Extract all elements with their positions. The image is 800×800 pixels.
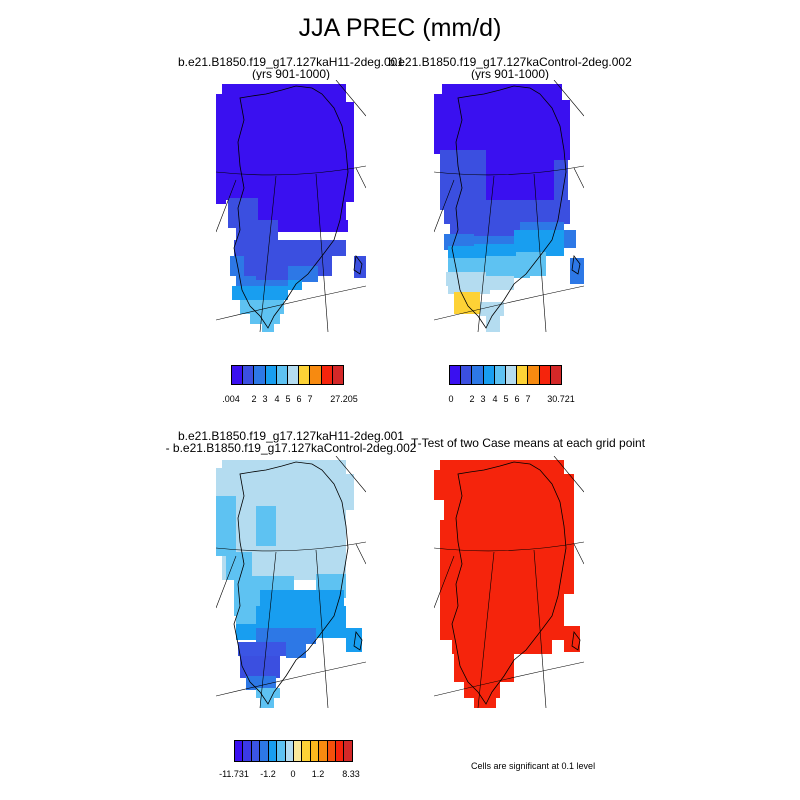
map-top-left xyxy=(216,80,366,332)
colorbar-swatch xyxy=(517,366,529,384)
map-top-right-svg xyxy=(434,80,584,332)
map-top-left-svg xyxy=(216,80,366,332)
graticule xyxy=(216,456,366,708)
colorbar-swatch xyxy=(483,366,495,384)
colorbar-swatch xyxy=(336,741,345,761)
coastline xyxy=(233,461,363,705)
panel-title-top-right-line1: b.e21.B1850.f19_g17.127kaControl-2deg.00… xyxy=(388,55,632,69)
colorbar-swatch xyxy=(310,741,320,761)
colorbar-top-left xyxy=(231,365,344,385)
coastline xyxy=(233,85,363,329)
panel-title-bottom-left: b.e21.B1850.f19_g17.127kaH11-2deg.001 - … xyxy=(141,430,441,454)
colorbar-label: 7 xyxy=(307,394,313,404)
colorbar-label: 4 xyxy=(492,394,498,404)
colorbar-swatch xyxy=(528,366,540,384)
colorbar-swatch xyxy=(285,741,294,761)
colorbar-swatch xyxy=(299,366,311,384)
map-bottom-right-svg xyxy=(434,456,584,708)
colorbar-swatch xyxy=(265,366,277,384)
coastline xyxy=(451,461,581,705)
panel-title-bottom-right: T-Test of two Case means at each grid po… xyxy=(378,437,678,449)
colorbar-swatch xyxy=(243,366,255,384)
colorbar-label: -1.2 xyxy=(260,769,276,779)
colorbar-top-right xyxy=(449,365,562,385)
diff-cells xyxy=(216,460,362,708)
colorbar-label: 0 xyxy=(290,769,296,779)
colorbar-label: 2 xyxy=(469,394,475,404)
colorbar-label: .004 xyxy=(222,394,240,404)
colorbar-swatch xyxy=(232,366,244,384)
colorbar-swatch xyxy=(288,366,300,384)
map-top-right xyxy=(434,80,584,332)
panel-title-top-left-line2: (yrs 901-1000) xyxy=(251,67,331,81)
colorbar-swatch xyxy=(327,741,337,761)
figure-title: JJA PREC (mm/d) xyxy=(298,14,502,42)
colorbar-label: 1.2 xyxy=(311,769,325,779)
colorbar-label: 6 xyxy=(296,394,302,404)
graticule xyxy=(216,80,366,332)
panel-title-top-left-line1: b.e21.B1850.f19_g17.127kaH11-2deg.001 xyxy=(178,55,404,69)
colorbar-swatch xyxy=(302,741,311,761)
colorbar-label: -11.731 xyxy=(219,769,249,779)
colorbar-label: 7 xyxy=(525,394,531,404)
colorbar-swatch xyxy=(450,366,462,384)
colorbar-label: 2 xyxy=(251,394,257,404)
significance-note: Cells are significant at 0.1 level xyxy=(471,761,596,771)
colorbar-label: 30.721 xyxy=(547,394,575,404)
map-bottom-left xyxy=(216,456,366,708)
colorbar-swatch xyxy=(494,366,507,384)
panel-title-top-right: b.e21.B1850.f19_g17.127kaControl-2deg.00… xyxy=(360,56,660,80)
panel-title-top-left: b.e21.B1850.f19_g17.127kaH11-2deg.001 (y… xyxy=(141,56,441,80)
map-bottom-right xyxy=(434,456,584,708)
colorbar-bottom-left xyxy=(234,740,353,762)
colorbar-swatch xyxy=(277,741,286,761)
colorbar-label: 8.33 xyxy=(342,769,360,779)
colorbar-swatch xyxy=(506,366,518,384)
graticule xyxy=(434,456,584,708)
colorbar-swatch xyxy=(472,366,484,384)
colorbar-swatch xyxy=(310,366,322,384)
colorbar-swatch xyxy=(260,741,269,761)
panel-title-bottom-left-line1: b.e21.B1850.f19_g17.127kaH11-2deg.001 xyxy=(178,429,404,443)
colorbar-swatch xyxy=(344,741,352,761)
colorbar-label: 5 xyxy=(503,394,509,404)
map-bottom-left-svg xyxy=(216,456,366,708)
colorbar-label: 4 xyxy=(274,394,280,404)
colorbar-swatch xyxy=(550,366,562,384)
colorbar-swatch xyxy=(251,741,261,761)
colorbar-label: 27.205 xyxy=(330,394,358,404)
colorbar-label: 0 xyxy=(448,394,454,404)
colorbar-swatch xyxy=(332,366,344,384)
colorbar-swatch xyxy=(235,741,244,761)
panel-title-bottom-right-line1: T-Test of two Case means at each grid po… xyxy=(410,436,646,450)
colorbar-swatch xyxy=(539,366,551,384)
colorbar-swatch xyxy=(321,366,333,384)
precip-cells xyxy=(216,84,366,332)
colorbar-label: 3 xyxy=(262,394,268,404)
panel-title-bottom-left-line2: - b.e21.B1850.f19_g17.127kaControl-2deg.… xyxy=(165,441,417,455)
colorbar-swatch xyxy=(268,741,278,761)
colorbar-label: 6 xyxy=(514,394,520,404)
panel-title-top-right-line2: (yrs 901-1000) xyxy=(470,67,550,81)
colorbar-swatch xyxy=(319,741,328,761)
coastline xyxy=(451,85,581,329)
precip-cells xyxy=(434,84,584,332)
colorbar-swatch xyxy=(461,366,473,384)
colorbar-label: 3 xyxy=(480,394,486,404)
colorbar-swatch xyxy=(254,366,266,384)
graticule xyxy=(434,80,584,332)
colorbar-swatch xyxy=(293,741,303,761)
colorbar-swatch xyxy=(243,741,252,761)
colorbar-swatch xyxy=(276,366,289,384)
colorbar-label: 5 xyxy=(285,394,291,404)
